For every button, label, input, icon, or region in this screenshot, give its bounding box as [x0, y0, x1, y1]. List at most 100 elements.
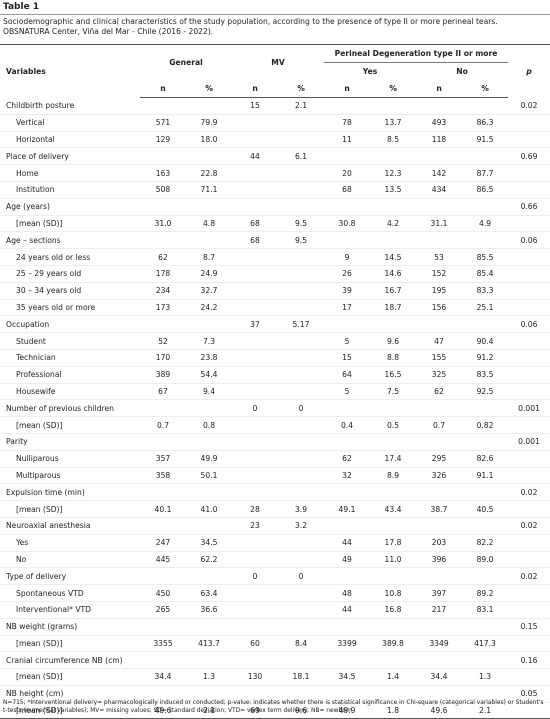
table-row: Age (years) 0.66 — [0, 198, 550, 216]
footnote: N=715; *Interventional delivery= pharmac… — [3, 700, 544, 714]
cell: 62 — [416, 383, 463, 401]
cell — [232, 164, 279, 182]
cell — [140, 315, 186, 334]
cell — [462, 651, 509, 670]
table-row: Interventional* VTD 265 36.6 44 16.8 217 83.1 — [0, 601, 550, 619]
cell: 0.5 — [370, 416, 417, 434]
cell: 89.2 — [462, 584, 509, 602]
cell — [462, 517, 509, 535]
cell: 163 — [140, 164, 186, 182]
cell: 1.4 — [370, 668, 417, 686]
cell — [232, 551, 279, 569]
cell — [508, 500, 550, 518]
cell: 0.001 — [508, 433, 550, 451]
table-row: Cranial circumference NB (cm) 0.16 — [0, 651, 550, 670]
cell — [416, 685, 463, 703]
cell: 18.7 — [370, 299, 417, 317]
cell — [508, 601, 550, 619]
cell: 0.7 — [140, 416, 186, 434]
cell — [278, 551, 325, 569]
cell — [232, 685, 279, 703]
cell — [186, 567, 233, 586]
cell — [462, 399, 509, 418]
cell: 155 — [416, 349, 463, 367]
cell — [370, 567, 417, 586]
cell: 0.69 — [508, 147, 550, 166]
row-label: Neuroaxial anesthesia — [0, 517, 140, 535]
row-label: Vertical — [0, 114, 140, 132]
header-cell: % — [462, 80, 509, 98]
table-row: 24 years old or less 62 8.7 9 14.5 53 85.5 — [0, 248, 550, 266]
cell: 9.6 — [370, 332, 417, 350]
cell: 8.4 — [278, 635, 325, 653]
cell: 92.5 — [462, 383, 509, 401]
cell — [232, 483, 279, 502]
table-row: 25 – 29 years old 178 24.9 26 14.6 152 85.4 — [0, 265, 550, 283]
cell: 44 — [324, 601, 371, 619]
cell: 173 — [140, 299, 186, 317]
row-label: 35 years old or more — [0, 299, 140, 317]
cell: 6.1 — [278, 147, 325, 166]
cell — [508, 265, 550, 283]
cell — [462, 685, 509, 703]
cell: 14.5 — [370, 248, 417, 266]
cell — [508, 248, 550, 266]
row-label: [mean (SD)] — [0, 215, 140, 233]
cell — [462, 198, 509, 216]
cell: 2.1 — [278, 97, 325, 115]
row-label: Type of delivery — [0, 567, 140, 586]
cell: 24.9 — [186, 265, 233, 283]
cell: 397 — [416, 584, 463, 602]
cell: 41.0 — [186, 500, 233, 518]
cell — [416, 517, 463, 535]
cell: 9 — [324, 248, 371, 266]
cell — [416, 399, 463, 418]
cell — [186, 517, 233, 535]
cell: 170 — [140, 349, 186, 367]
cell — [232, 433, 279, 451]
cell: 89.0 — [462, 551, 509, 569]
table-row: [mean (SD)] 3355 413.7 60 8.4 3399 389.8 3349 41… — [0, 635, 550, 653]
cell: 20 — [324, 164, 371, 182]
cell: 17 — [324, 299, 371, 317]
cell: 12.3 — [370, 164, 417, 182]
header-cell: % — [278, 80, 325, 98]
table-row: Type of delivery 0 0 0.02 — [0, 567, 550, 586]
cell: 36.6 — [186, 601, 233, 619]
cell — [416, 483, 463, 502]
cell: 0.001 — [508, 399, 550, 418]
cell — [462, 433, 509, 451]
table-row: Vertical 571 79.9 78 13.7 493 86.3 — [0, 114, 550, 132]
cell — [232, 450, 279, 468]
cell — [324, 651, 371, 670]
cell — [508, 467, 550, 485]
row-label: Cranial circumference NB (cm) — [0, 651, 140, 670]
cell: 48 — [324, 584, 371, 602]
cell: 0 — [232, 567, 279, 586]
cell: 0.82 — [462, 416, 509, 434]
cell — [324, 97, 371, 115]
cell — [278, 685, 325, 703]
cell: 86.3 — [462, 114, 509, 132]
cell: 16.5 — [370, 366, 417, 384]
cell — [278, 601, 325, 619]
cell — [232, 114, 279, 132]
cell: 0.06 — [508, 231, 550, 250]
cell: 87.7 — [462, 164, 509, 182]
cell: 38.7 — [416, 500, 463, 518]
cell: 34.4 — [416, 668, 463, 686]
cell — [278, 114, 325, 132]
cell — [416, 147, 463, 166]
cell — [324, 685, 371, 703]
table-row: 30 – 34 years old 234 32.7 39 16.7 195 83.3 — [0, 282, 550, 300]
cell: 413.7 — [186, 635, 233, 653]
row-label: Horizontal — [0, 131, 140, 149]
cell — [508, 181, 550, 199]
cell: 85.5 — [462, 248, 509, 266]
cell — [324, 399, 371, 418]
cell — [278, 349, 325, 367]
cell: 17.4 — [370, 450, 417, 468]
cell: 54.4 — [186, 366, 233, 384]
header-cell: No — [456, 67, 468, 76]
cell: 129 — [140, 131, 186, 149]
